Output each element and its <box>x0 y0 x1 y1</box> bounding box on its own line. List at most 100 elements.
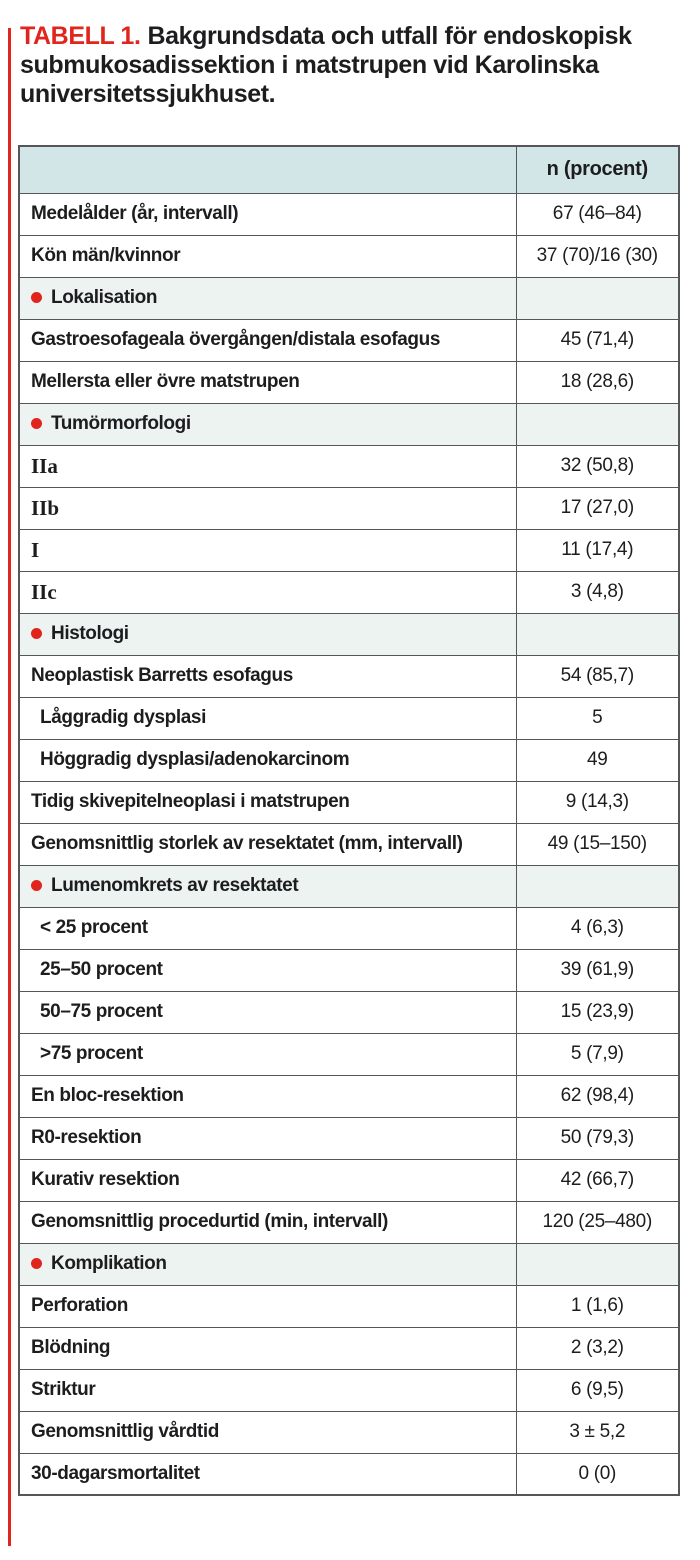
row-label: IIa <box>18 444 517 488</box>
header-empty-cell <box>18 145 517 194</box>
row-label: >75 procent <box>18 1032 517 1076</box>
row-value: 15 (23,9) <box>515 990 680 1034</box>
row-value: 3 ± 5,2 <box>515 1410 680 1454</box>
section-empty-cell <box>515 612 680 656</box>
row-value: 39 (61,9) <box>515 948 680 992</box>
row-value: 18 (28,6) <box>515 360 680 404</box>
table-row: Blödning 2 (3,2) <box>18 1326 680 1370</box>
table-row: Låggradig dysplasi 5 <box>18 696 680 740</box>
row-value: 49 <box>515 738 680 782</box>
row-value: 120 (25–480) <box>515 1200 680 1244</box>
table-row: Striktur 6 (9,5) <box>18 1368 680 1412</box>
red-bullet-icon <box>31 292 42 303</box>
table-title-label: TABELL 1. <box>20 22 141 50</box>
row-label: Kurativ resektion <box>18 1158 517 1202</box>
row-label: Genomsnittlig procedurtid (min, interval… <box>18 1200 517 1244</box>
row-value: 2 (3,2) <box>515 1326 680 1370</box>
red-bullet-icon <box>31 628 42 639</box>
section-row: Histologi <box>18 612 680 656</box>
table-row: I 11 (17,4) <box>18 528 680 572</box>
row-value: 67 (46–84) <box>515 192 680 236</box>
table-title-text: Bakgrundsdata och utfall för endoskopisk… <box>20 22 632 108</box>
table-row: >75 procent 5 (7,9) <box>18 1032 680 1076</box>
row-label: Gastroesofageala övergången/distala esof… <box>18 318 517 362</box>
row-value: 32 (50,8) <box>515 444 680 488</box>
section-row: Tumörmorfologi <box>18 402 680 446</box>
table-row: Medelålder (år, intervall) 67 (46–84) <box>18 192 680 236</box>
header-n-procent: n (procent) <box>515 145 680 194</box>
table-row: 25–50 procent 39 (61,9) <box>18 948 680 992</box>
row-value: 3 (4,8) <box>515 570 680 614</box>
row-label: 25–50 procent <box>18 948 517 992</box>
section-empty-cell <box>515 864 680 908</box>
section-label-cell: Lokalisation <box>18 276 517 320</box>
row-label: Kön män/kvinnor <box>18 234 517 278</box>
row-label: Striktur <box>18 1368 517 1412</box>
row-label: Tidig skivepitelneoplasi i matstrupen <box>18 780 517 824</box>
section-label-cell: Komplikation <box>18 1242 517 1286</box>
section-label-cell: Histologi <box>18 612 517 656</box>
section-label: Komplikation <box>51 1253 167 1274</box>
section-row: Lumenomkrets av resektatet <box>18 864 680 908</box>
row-value: 17 (27,0) <box>515 486 680 530</box>
row-label: Perforation <box>18 1284 517 1328</box>
section-label: Lumenomkrets av resektatet <box>51 875 299 896</box>
data-table: n (procent) Medelålder (år, intervall) 67… <box>18 145 680 1496</box>
red-bullet-icon <box>31 1258 42 1269</box>
table-row: Genomsnittlig vårdtid 3 ± 5,2 <box>18 1410 680 1454</box>
table-row: < 25 procent 4 (6,3) <box>18 906 680 950</box>
row-label: Neoplastisk Barretts esofagus <box>18 654 517 698</box>
row-label: Höggradig dysplasi/adenokarcinom <box>18 738 517 782</box>
row-value: 9 (14,3) <box>515 780 680 824</box>
row-value: 37 (70)/16 (30) <box>515 234 680 278</box>
row-label: R0-resektion <box>18 1116 517 1160</box>
row-value: 54 (85,7) <box>515 654 680 698</box>
table-row: Genomsnittlig storlek av resektatet (mm,… <box>18 822 680 866</box>
row-value: 5 <box>515 696 680 740</box>
table-row: Kurativ resektion 42 (66,7) <box>18 1158 680 1202</box>
red-bullet-icon <box>31 880 42 891</box>
row-value: 11 (17,4) <box>515 528 680 572</box>
table-row: Mellersta eller övre matstrupen 18 (28,6) <box>18 360 680 404</box>
row-label: 30-dagarsmortalitet <box>18 1452 517 1496</box>
row-value: 4 (6,3) <box>515 906 680 950</box>
row-label: Genomsnittlig vårdtid <box>18 1410 517 1454</box>
row-label: 50–75 procent <box>18 990 517 1034</box>
row-value: 0 (0) <box>515 1452 680 1496</box>
row-label: En bloc-resektion <box>18 1074 517 1118</box>
table-row: En bloc-resektion 62 (98,4) <box>18 1074 680 1118</box>
table-row: Perforation 1 (1,6) <box>18 1284 680 1328</box>
row-value: 5 (7,9) <box>515 1032 680 1076</box>
table-row: R0-resektion 50 (79,3) <box>18 1116 680 1160</box>
table-row: IIc 3 (4,8) <box>18 570 680 614</box>
table-title: TABELL 1. Bakgrundsdata och utfall för en… <box>20 22 672 109</box>
row-label: IIc <box>18 570 517 614</box>
header-row: n (procent) <box>18 145 680 194</box>
row-label: Medelålder (år, intervall) <box>18 192 517 236</box>
row-label: < 25 procent <box>18 906 517 950</box>
row-label: Genomsnittlig storlek av resektatet (mm,… <box>18 822 517 866</box>
section-row: Komplikation <box>18 1242 680 1286</box>
table-row: Kön män/kvinnor 37 (70)/16 (30) <box>18 234 680 278</box>
section-label: Lokalisation <box>51 287 158 308</box>
row-value: 1 (1,6) <box>515 1284 680 1328</box>
table-row: Genomsnittlig procedurtid (min, interval… <box>18 1200 680 1244</box>
row-label: I <box>18 528 517 572</box>
row-value: 42 (66,7) <box>515 1158 680 1202</box>
row-value: 6 (9,5) <box>515 1368 680 1412</box>
section-empty-cell <box>515 402 680 446</box>
row-label: Blödning <box>18 1326 517 1370</box>
table-row: Gastroesofageala övergången/distala esof… <box>18 318 680 362</box>
row-value: 49 (15–150) <box>515 822 680 866</box>
row-label: IIb <box>18 486 517 530</box>
table-row: IIb 17 (27,0) <box>18 486 680 530</box>
section-label: Tumörmorfologi <box>51 413 191 434</box>
section-empty-cell <box>515 1242 680 1286</box>
table-row: Höggradig dysplasi/adenokarcinom 49 <box>18 738 680 782</box>
row-label: Mellersta eller övre matstrupen <box>18 360 517 404</box>
row-value: 62 (98,4) <box>515 1074 680 1118</box>
red-bullet-icon <box>31 418 42 429</box>
row-value: 45 (71,4) <box>515 318 680 362</box>
red-accent-rule <box>8 28 11 1546</box>
